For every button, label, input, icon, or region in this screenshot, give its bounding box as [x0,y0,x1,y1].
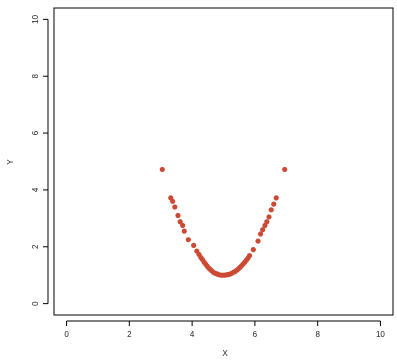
data-point [172,204,178,210]
data-point [180,222,186,229]
data-point [246,252,253,259]
plot-frame [53,7,394,316]
x-tick-label: 0 [64,330,69,339]
x-axis: 0 2 4 6 8 10 [64,320,385,339]
data-point [250,247,256,253]
x-tick-label: 10 [376,330,385,339]
data-point [159,166,165,173]
data-point [271,201,277,207]
data-point [273,195,279,201]
y-axis-label: Y [6,159,15,165]
data-point [255,238,261,244]
data-point [257,231,264,237]
data-points [159,166,288,278]
x-tick-label: 2 [127,330,132,339]
y-tick-label: 2 [31,244,40,249]
x-tick-label: 8 [315,330,320,339]
data-point [260,227,266,233]
data-point [264,219,270,225]
x-tick-label: 6 [253,330,258,339]
data-point [268,207,274,213]
y-tick-label: 0 [31,301,40,306]
data-point [191,242,197,248]
data-point [282,166,288,173]
y-tick-label: 6 [31,130,40,135]
y-axis: 0 2 4 6 8 10 [31,14,49,306]
data-point [177,219,183,225]
data-point [266,214,272,220]
x-axis-label: X [222,349,228,358]
y-tick-label: 4 [31,187,40,192]
y-tick-label: 10 [31,14,40,23]
data-point [185,237,191,243]
data-point [175,212,181,219]
data-point [170,198,176,204]
data-point [181,228,187,234]
x-tick-label: 4 [190,330,195,339]
y-tick-label: 8 [31,73,40,78]
